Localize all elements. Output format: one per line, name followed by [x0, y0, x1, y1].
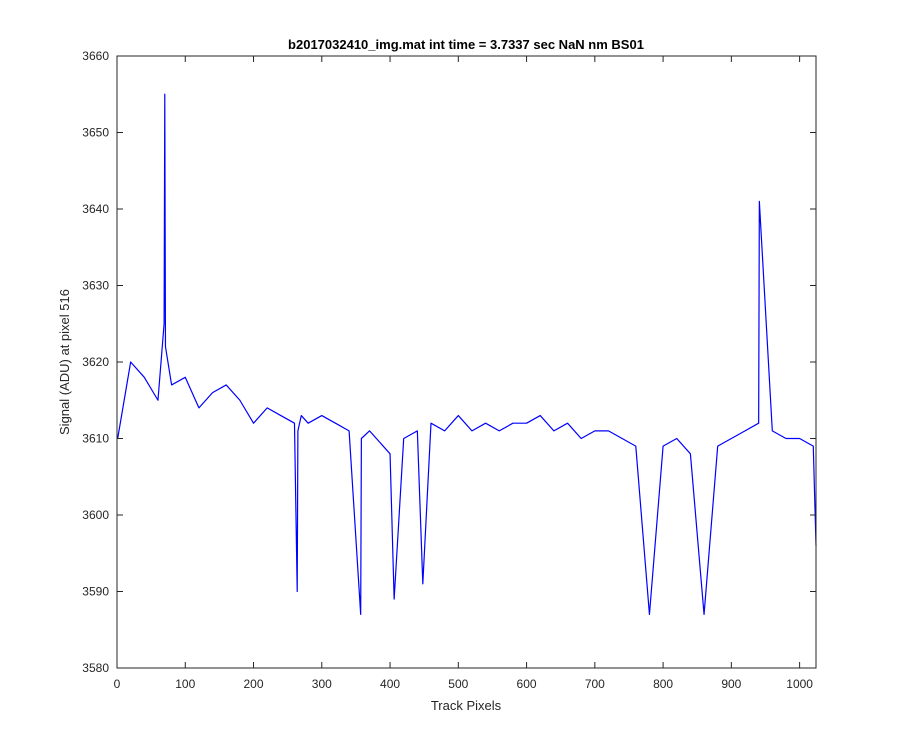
x-tick-label: 800 [653, 677, 673, 691]
x-tick-label: 700 [585, 677, 605, 691]
x-axis: 0 100 200 300 400 500 600 700 800 900 1000 [114, 56, 813, 691]
x-tick-label: 300 [312, 677, 332, 691]
y-tick-label: 3620 [82, 355, 109, 369]
x-tick-label: 1000 [786, 677, 813, 691]
x-tick-label: 200 [244, 677, 264, 691]
y-tick-label: 3610 [82, 432, 109, 446]
y-axis: 3580 3590 3600 3610 3620 3630 3640 3650 3660 [82, 49, 816, 675]
series-layer [117, 93, 817, 616]
plot-area [117, 56, 816, 668]
x-tick-label: 0 [114, 677, 121, 691]
x-tick-label: 100 [175, 677, 195, 691]
x-tick-label: 500 [448, 677, 468, 691]
y-tick-label: 3580 [82, 661, 109, 675]
series-line-0 [117, 93, 817, 616]
y-axis-label: Signal (ADU) at pixel 516 [57, 289, 72, 435]
y-tick-label: 3650 [82, 126, 109, 140]
x-tick-label: 600 [517, 677, 537, 691]
y-tick-label: 3630 [82, 279, 109, 293]
y-tick-label: 3590 [82, 585, 109, 599]
y-tick-label: 3640 [82, 202, 109, 216]
x-axis-label: Track Pixels [431, 698, 502, 713]
chart-title: b2017032410_img.mat int time = 3.7337 se… [288, 37, 644, 52]
y-tick-label: 3660 [82, 49, 109, 63]
y-tick-label: 3600 [82, 508, 109, 522]
x-tick-label: 900 [721, 677, 741, 691]
x-tick-label: 400 [380, 677, 400, 691]
